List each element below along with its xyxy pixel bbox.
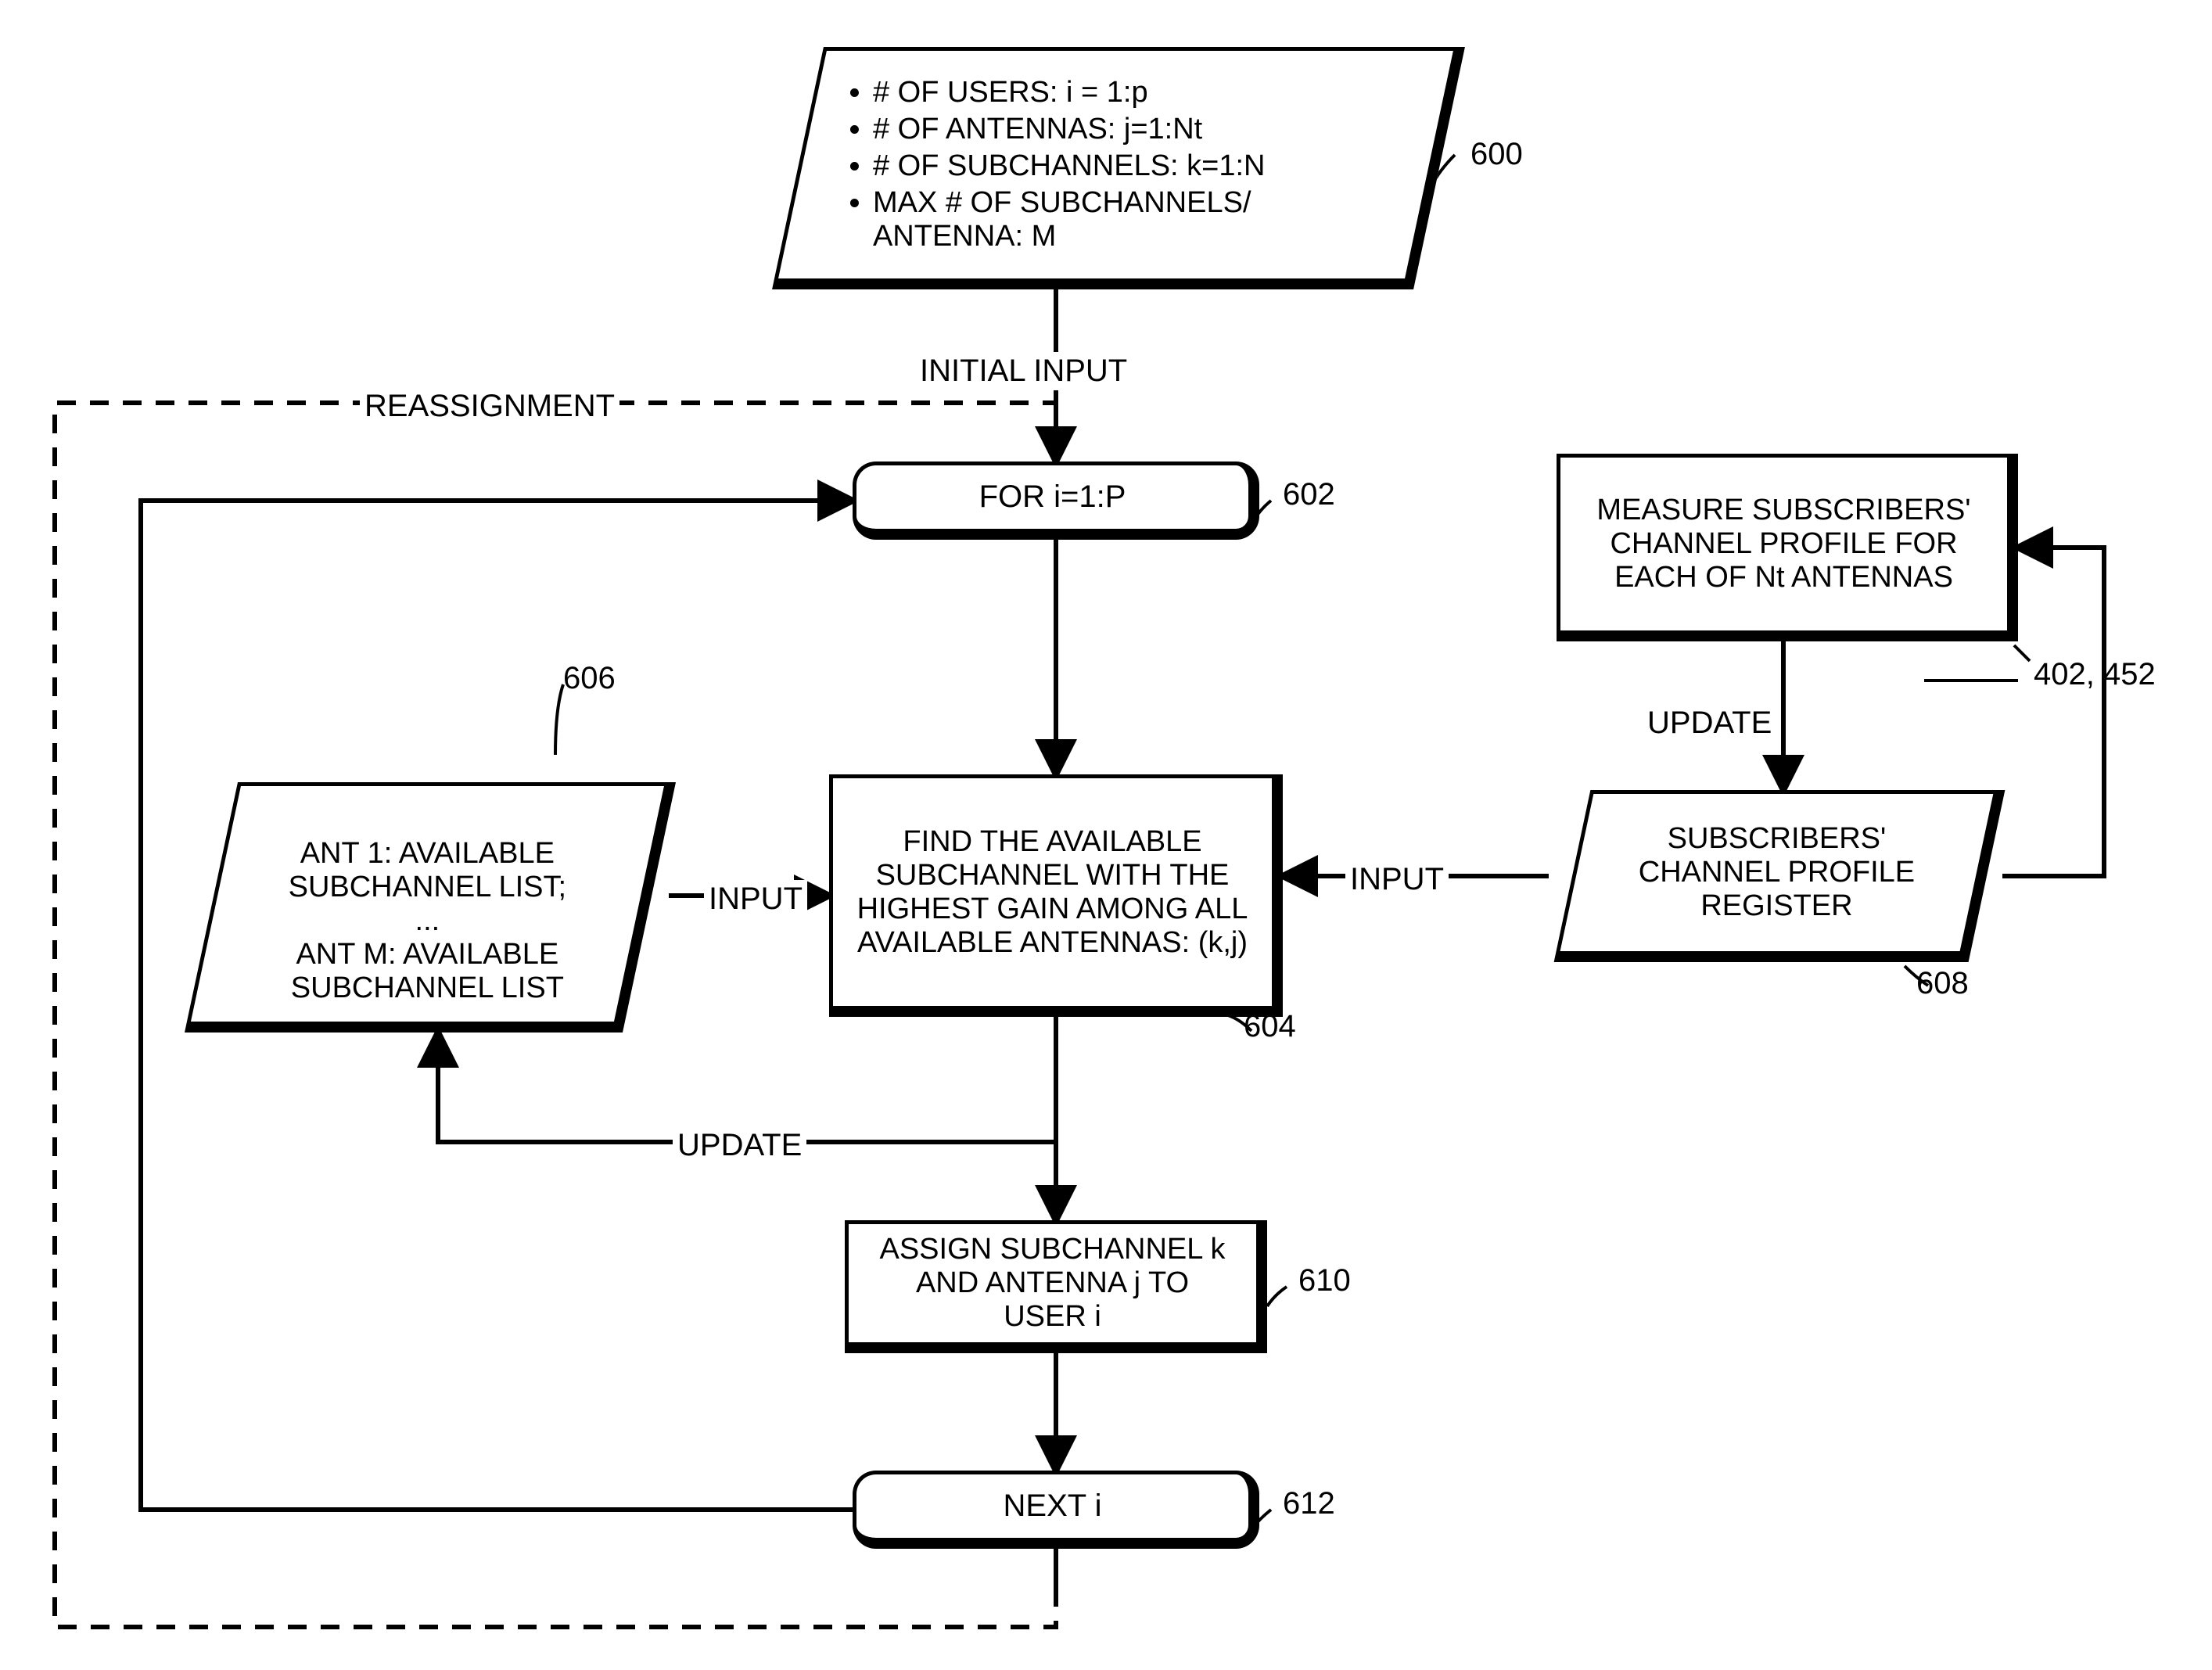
edge-label-input-right: INPUT xyxy=(1345,860,1449,899)
edge-label-reassignment: REASSIGNMENT xyxy=(360,387,619,426)
node-assign: ASSIGN SUBCHANNEL k AND ANTENNA j TO USE… xyxy=(845,1220,1267,1353)
edge-label-initial-input: INITIAL INPUT xyxy=(915,352,1132,390)
edge-label-input-left: INPUT xyxy=(704,880,807,918)
edge-label-update-right: UPDATE xyxy=(1643,704,1776,742)
bullet: # OF SUBCHANNELS: k=1:N xyxy=(873,149,1398,183)
node-channel-profile-register: SUBSCRIBERS' CHANNEL PROFILE REGISTER xyxy=(1554,790,2006,962)
flowchart-canvas: # OF USERS: i = 1:p # OF ANTENNAS: j=1:N… xyxy=(0,0,2212,1670)
node-text: FOR i=1:P xyxy=(979,479,1126,515)
node-measure-channel-profile: MEASURE SUBSCRIBERS' CHANNEL PROFILE FOR… xyxy=(1557,454,2018,641)
bullet: MAX # OF SUBCHANNELS/ ANTENNA: M xyxy=(873,186,1398,253)
node-text: MEASURE SUBSCRIBERS' CHANNEL PROFILE FOR… xyxy=(1584,494,1984,594)
node-text: ANT 1: AVAILABLE SUBCHANNEL LIST; ... AN… xyxy=(289,837,566,1004)
ref-402-452: 402, 452 xyxy=(2034,657,2156,691)
node-find-subchannel: FIND THE AVAILABLE SUBCHANNEL WITH THE H… xyxy=(829,774,1283,1017)
node-available-subchannel-list: ANT 1: AVAILABLE SUBCHANNEL LIST; ... AN… xyxy=(185,782,676,1033)
ref-604: 604 xyxy=(1244,1009,1296,1044)
node-text: SUBSCRIBERS' CHANNEL PROFILE REGISTER xyxy=(1639,822,1915,922)
node-next-i: NEXT i xyxy=(853,1471,1259,1549)
node-text: ASSIGN SUBCHANNEL k AND ANTENNA j TO USE… xyxy=(872,1233,1233,1334)
ref-606: 606 xyxy=(563,661,616,696)
ref-602: 602 xyxy=(1283,477,1335,512)
bullet: # OF USERS: i = 1:p xyxy=(873,76,1398,110)
node-for-loop-start: FOR i=1:P xyxy=(853,461,1259,540)
node-text: NEXT i xyxy=(1004,1489,1102,1524)
ref-600: 600 xyxy=(1470,137,1523,172)
ref-610: 610 xyxy=(1298,1263,1351,1298)
ref-608: 608 xyxy=(1916,966,1969,1001)
node-text: FIND THE AVAILABLE SUBCHANNEL WITH THE H… xyxy=(856,825,1248,960)
ref-612: 612 xyxy=(1283,1486,1335,1521)
edge-label-update-left: UPDATE xyxy=(673,1126,806,1165)
node-initial-params: # OF USERS: i = 1:p # OF ANTENNAS: j=1:N… xyxy=(772,47,1465,289)
bullet: # OF ANTENNAS: j=1:Nt xyxy=(873,113,1398,146)
